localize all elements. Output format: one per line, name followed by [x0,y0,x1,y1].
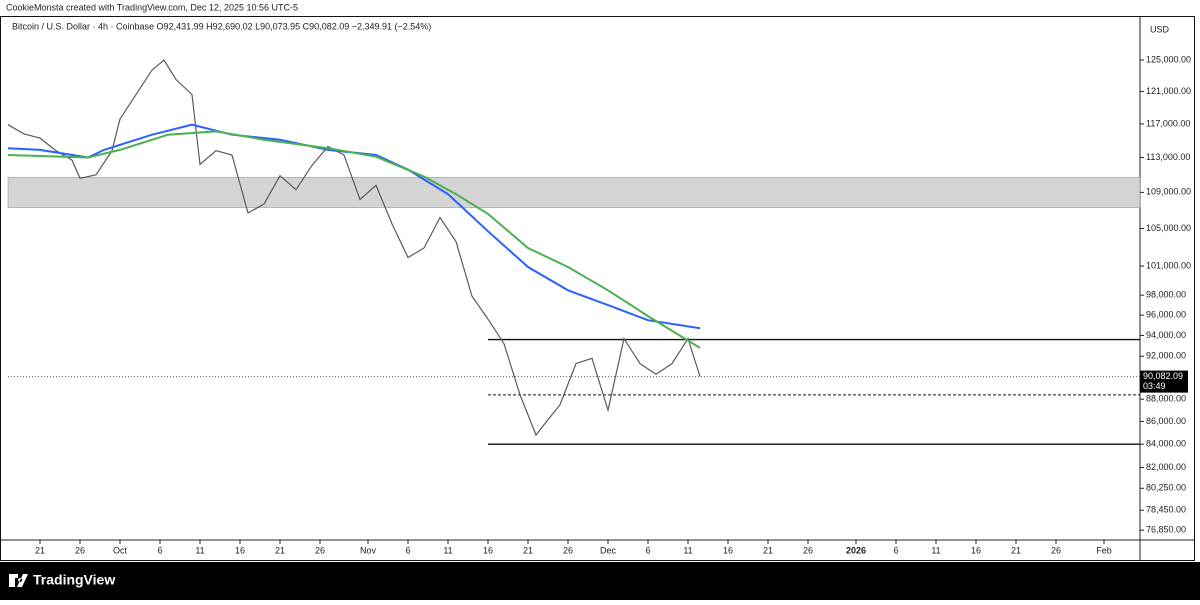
y-tick-label: 113,000.00 [1146,152,1190,162]
x-tick-label: Dec [600,545,617,555]
y-tick-label: 84,000.00 [1146,439,1186,449]
y-tick-label: 105,000.00 [1146,223,1191,233]
y-tick-label: 109,000.00 [1146,187,1191,197]
y-tick-label: 78,450.00 [1146,505,1186,515]
x-tick-label: 16 [235,545,245,555]
footer-bar [0,562,1200,600]
x-tick-label: 16 [483,545,493,555]
x-tick-label: 26 [803,545,813,555]
y-tick-label: 125,000.00 [1146,54,1191,64]
tv-logo: TradingView [9,572,115,588]
x-tick-label: 11 [195,545,204,555]
x-tick-label: 2026 [846,545,866,555]
x-tick-label: 16 [723,545,733,555]
x-tick-label: Feb [1096,545,1112,555]
x-tick-label: 6 [405,545,410,555]
x-tick-label: 16 [971,545,981,555]
price-tag-label: 90,082.09 [1143,371,1183,381]
x-tick-label: 26 [563,545,573,555]
y-tick-label: 86,000.00 [1146,416,1186,426]
svg-text:TradingView: TradingView [33,572,115,588]
y-tick-label: 96,000.00 [1146,309,1186,319]
y-tick-label: 98,000.00 [1146,290,1186,300]
x-tick-label: 21 [763,545,773,555]
x-tick-label: Nov [360,545,377,555]
x-tick-label: 26 [75,545,85,555]
zone [7,177,1141,208]
y-tick-label: 82,000.00 [1146,462,1186,472]
x-tick-label: 6 [157,545,162,555]
frame [0,16,1195,561]
y-tick-label: 92,000.00 [1146,351,1186,361]
header: CookieMonsta created with TradingView.co… [6,2,298,12]
symbol-legend: Bitcoin / U.S. Dollar · 4h · Coinbase O9… [12,21,431,31]
x-tick-label: 11 [443,545,452,555]
y-tick-label: 117,000.00 [1146,118,1190,128]
y-tick-label: 88,000.00 [1146,394,1186,404]
y-tick-label: 121,000.00 [1146,86,1191,96]
x-tick-label: 21 [275,545,285,555]
x-tick-label: 21 [35,545,45,555]
x-tick-label: 11 [683,545,692,555]
x-tick-label: 26 [315,545,325,555]
y-tick-label: 76,850.00 [1146,525,1186,535]
price-line [7,59,701,437]
x-tick-label: 6 [893,545,898,555]
x-tick-label: 26 [1051,545,1061,555]
x-tick-label: 21 [1011,545,1021,555]
y-tick-label: 80,250.00 [1146,483,1186,493]
y-tick-label: 101,000.00 [1146,260,1191,270]
currency: USD [1150,24,1170,34]
price-tag [1140,370,1188,393]
y-tick-label: 94,000.00 [1146,330,1186,340]
countdown: 03:49 [1143,381,1166,391]
x-tick-label: 6 [645,545,650,555]
price-line [7,130,701,349]
x-tick-label: 11 [931,545,940,555]
x-tick-label: Oct [113,545,128,555]
x-tick-label: 21 [523,545,533,555]
